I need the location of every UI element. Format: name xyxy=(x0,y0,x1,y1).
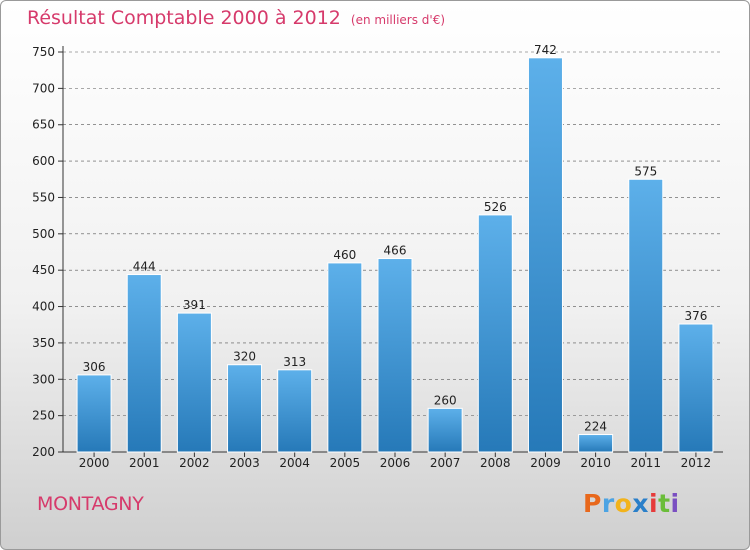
bar-2003 xyxy=(227,364,263,453)
data-label: 376 xyxy=(684,309,707,323)
x-tick-label: 2007 xyxy=(430,456,461,470)
bar-2005 xyxy=(327,262,363,453)
y-tick-label: 550 xyxy=(32,190,55,204)
chart-subtitle: (en milliers d'€) xyxy=(350,13,446,27)
logo-letter: x xyxy=(632,489,649,518)
logo-letter: t xyxy=(658,489,671,518)
x-tick-label: 2005 xyxy=(330,456,361,470)
x-tick-label: 2004 xyxy=(279,456,310,470)
y-tick-label: 450 xyxy=(32,263,55,277)
bar-2012 xyxy=(678,323,714,453)
bar-2009 xyxy=(527,57,563,453)
bar-2000 xyxy=(76,374,112,453)
x-tick-label: 2012 xyxy=(681,456,712,470)
bar-2001 xyxy=(126,274,162,453)
logo-letter: P xyxy=(583,489,602,518)
x-tick-label: 2011 xyxy=(630,456,661,470)
logo-letter: o xyxy=(614,489,633,518)
x-tick-label: 2006 xyxy=(380,456,411,470)
bar-2002 xyxy=(176,312,212,453)
y-tick-label: 650 xyxy=(32,118,55,132)
y-tick-label: 200 xyxy=(32,445,55,459)
y-tick-label: 250 xyxy=(32,409,55,423)
data-label: 391 xyxy=(183,298,206,312)
x-tick-label: 2001 xyxy=(129,456,160,470)
y-tick-label: 350 xyxy=(32,336,55,350)
x-tick-label: 2008 xyxy=(480,456,511,470)
bar-2004 xyxy=(277,369,313,453)
data-label: 742 xyxy=(534,43,557,57)
bars xyxy=(76,57,714,453)
x-tick-label: 2010 xyxy=(580,456,611,470)
y-tick-label: 750 xyxy=(32,45,55,59)
bar-2010 xyxy=(578,434,614,453)
data-label: 575 xyxy=(634,164,657,178)
logo-letter: r xyxy=(601,489,615,518)
y-tick-label: 700 xyxy=(32,81,55,95)
bar-2011 xyxy=(628,178,664,453)
logo-letter: i xyxy=(649,489,659,518)
x-tick-label: 2009 xyxy=(530,456,561,470)
data-labels: 306 444 391 320 313 460 466 260 526 742 224 575 376 xyxy=(83,43,708,434)
y-tick-label: 300 xyxy=(32,372,55,386)
tick-labels: 200 250 300 350 400 450 500 550 600 650 700 750 2000… xyxy=(32,45,711,470)
y-tick-label: 400 xyxy=(32,300,55,314)
logo-letter: i xyxy=(670,489,680,518)
y-tick-label: 600 xyxy=(32,154,55,168)
chart-title: Résultat Comptable 2000 à 2012 xyxy=(27,7,341,29)
data-label: 320 xyxy=(233,350,256,364)
place-name: MONTAGNY xyxy=(37,493,144,515)
bar-2008 xyxy=(477,214,513,453)
y-tick-label: 500 xyxy=(32,227,55,241)
title-row: Résultat Comptable 2000 à 2012 (en millie… xyxy=(27,7,445,29)
data-label: 224 xyxy=(584,420,607,434)
data-label: 460 xyxy=(333,248,356,262)
x-tick-label: 2003 xyxy=(229,456,260,470)
data-label: 313 xyxy=(283,355,306,369)
x-tick-label: 2002 xyxy=(179,456,210,470)
data-label: 444 xyxy=(133,260,156,274)
bar-2007 xyxy=(427,407,463,453)
data-label: 306 xyxy=(83,360,106,374)
bar-2006 xyxy=(377,258,413,453)
proxiti-logo: Proxiti xyxy=(583,489,680,518)
x-tick-label: 2000 xyxy=(79,456,110,470)
data-label: 260 xyxy=(434,393,457,407)
data-label: 466 xyxy=(384,244,407,258)
data-label: 526 xyxy=(484,200,507,214)
